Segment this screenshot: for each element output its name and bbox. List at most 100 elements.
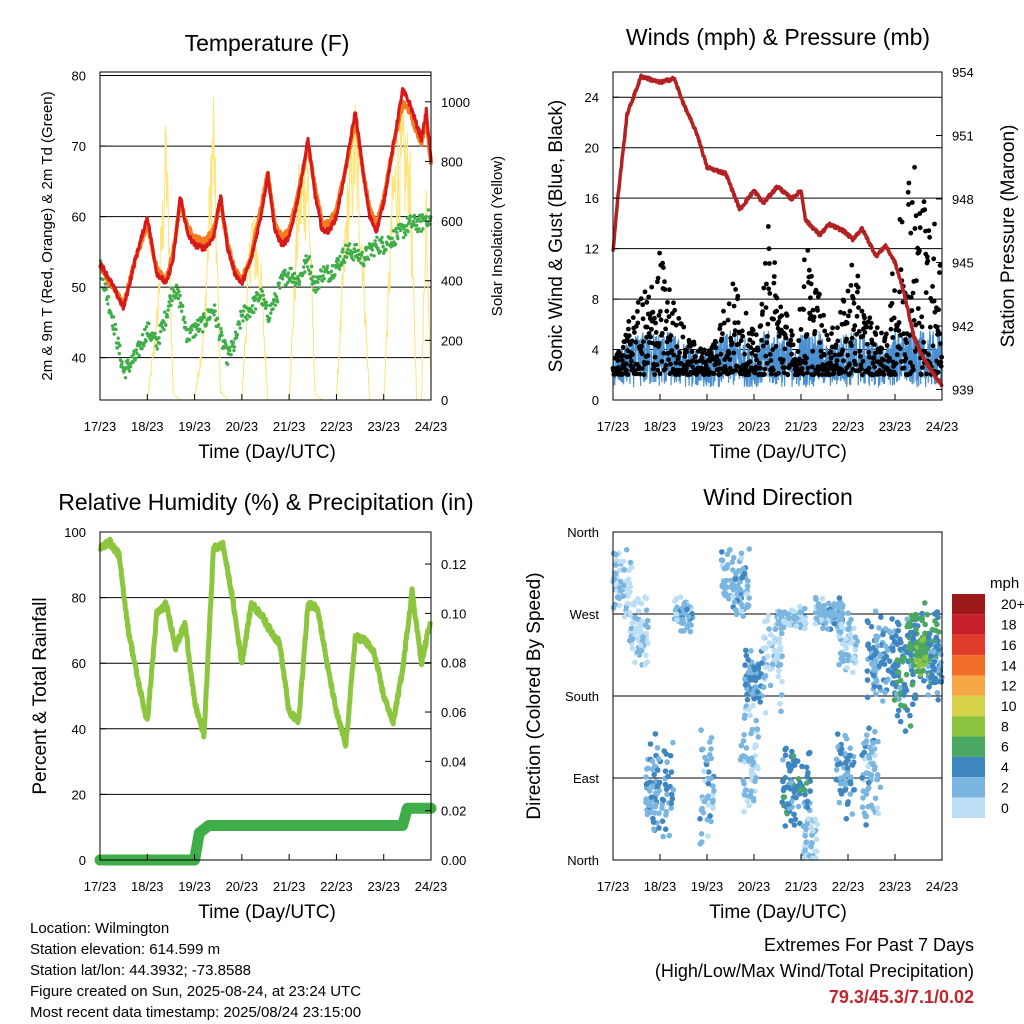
dewpoint-point: [384, 248, 388, 252]
direction-point: [890, 647, 896, 654]
direction-point: [623, 547, 630, 553]
dewpoint-point: [417, 227, 421, 231]
direction-point: [670, 786, 677, 793]
dewpoint-point: [317, 286, 321, 290]
gust-point: [804, 332, 810, 337]
extremes-values: 79.3/45.3/7.1/0.02: [828, 987, 974, 1007]
dewpoint-point: [340, 250, 344, 254]
direction-point: [761, 674, 767, 681]
gust-point: [620, 358, 625, 363]
direction-point: [743, 652, 750, 659]
legend-label: 6: [1001, 739, 1009, 755]
dewpoint-point: [241, 309, 246, 313]
humidity-xlabel: Time (Day/UTC): [198, 902, 336, 923]
dewpoint-point: [190, 328, 194, 332]
direction-point: [893, 633, 899, 639]
direction-point: [779, 678, 785, 685]
direction-point: [797, 780, 803, 786]
direction-point: [631, 602, 637, 608]
dewpoint-point: [161, 320, 166, 324]
gust-point: [826, 337, 831, 343]
dewpoint-point: [217, 337, 221, 342]
direction-point: [842, 782, 848, 788]
direction-point: [845, 653, 852, 659]
direction-point: [674, 617, 680, 623]
dewpoint-point: [370, 248, 375, 252]
dewpoint-point: [126, 358, 130, 362]
direction-point: [763, 664, 769, 670]
dewpoint-point: [419, 229, 423, 233]
direction-point: [803, 826, 809, 832]
gust-point: [817, 340, 823, 345]
gust-point: [877, 349, 883, 355]
dewpoint-point: [134, 356, 138, 360]
gust-point: [663, 326, 668, 332]
direction-point: [743, 647, 749, 654]
gust-point: [829, 331, 834, 336]
gust-point: [748, 345, 753, 350]
gust-point: [740, 333, 746, 339]
direction-point: [779, 630, 785, 637]
winds-ytick-label: 8: [592, 292, 599, 307]
direction-point: [639, 618, 645, 625]
gust-point: [680, 371, 686, 376]
gust-point: [652, 372, 658, 377]
direction-point: [834, 612, 840, 618]
gust-point: [770, 367, 776, 373]
dewpoint-point: [311, 275, 316, 279]
gust-point: [924, 254, 930, 260]
direction-point: [729, 583, 735, 589]
gust-point: [806, 267, 812, 273]
temp-2m-series: [99, 87, 433, 311]
direction-point: [642, 622, 649, 628]
direction-point: [865, 763, 871, 770]
gust-point: [909, 308, 915, 313]
direction-point: [738, 608, 745, 615]
direction-point: [780, 618, 787, 624]
legend-label: 14: [1001, 657, 1017, 673]
gust-point: [702, 347, 707, 353]
direction-point: [651, 771, 657, 778]
gust-point: [762, 372, 767, 377]
gust-point: [664, 308, 670, 314]
direction-point: [799, 763, 805, 770]
legend-swatch: [952, 797, 985, 818]
gust-point: [893, 361, 899, 366]
direction-point: [723, 577, 730, 584]
direction-point: [903, 671, 910, 678]
direction-point: [780, 757, 786, 763]
dewpoint-point: [241, 319, 245, 323]
gust-point: [918, 372, 924, 378]
gust-point: [765, 224, 771, 229]
gust-point: [907, 333, 913, 338]
wind-direction-title: Wind Direction: [703, 484, 853, 510]
gust-point: [851, 300, 857, 306]
insolation-series: [100, 97, 432, 401]
dewpoint-point: [212, 313, 216, 317]
direction-point: [779, 653, 785, 659]
direction-point: [813, 848, 820, 855]
temperature-y2tick-label: 400: [441, 274, 463, 289]
dewpoint-point: [170, 298, 174, 303]
direction-point: [802, 847, 808, 853]
direction-point: [914, 650, 920, 657]
gust-point: [938, 363, 944, 369]
gust-point: [843, 369, 848, 375]
gust-point: [759, 301, 765, 307]
direction-point: [897, 677, 904, 684]
dewpoint-point: [404, 224, 409, 228]
gust-point: [771, 316, 776, 322]
direction-point: [779, 692, 785, 698]
gust-point: [743, 310, 749, 316]
gust-point: [832, 352, 838, 358]
gust-point: [784, 313, 790, 318]
gust-point: [796, 338, 802, 343]
gust-point: [735, 293, 741, 299]
direction-point: [751, 676, 757, 683]
temperature-frame: [99, 71, 432, 401]
direction-point: [919, 610, 925, 617]
direction-point: [668, 800, 675, 807]
gust-point: [633, 339, 639, 345]
gust-point: [849, 262, 855, 268]
direction-point: [865, 803, 872, 810]
